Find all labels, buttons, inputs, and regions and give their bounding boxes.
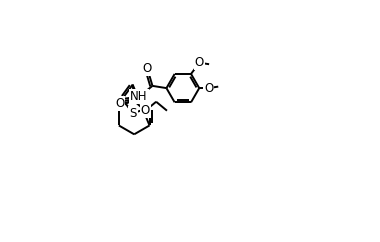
Text: O: O	[142, 62, 152, 75]
Text: NH: NH	[130, 90, 148, 103]
Text: O: O	[141, 104, 150, 117]
Text: S: S	[129, 107, 136, 120]
Text: O: O	[115, 97, 124, 110]
Text: O: O	[204, 82, 213, 95]
Text: O: O	[195, 56, 204, 69]
